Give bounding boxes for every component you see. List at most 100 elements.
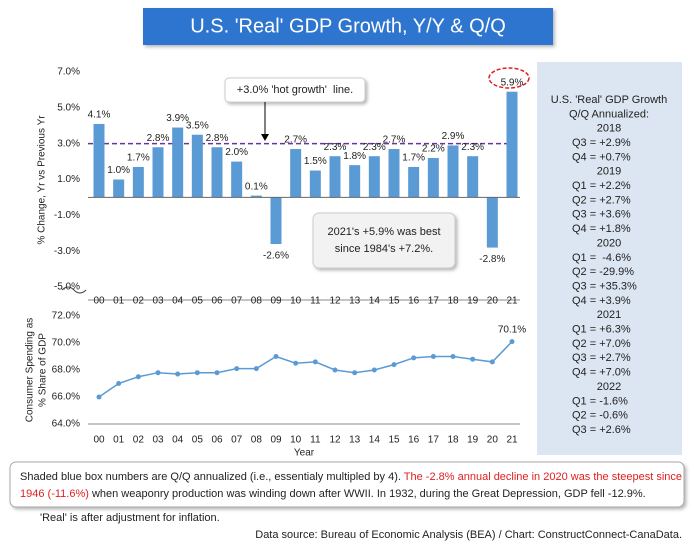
marker [509, 339, 515, 345]
bar [329, 156, 341, 198]
value-label: 1.7% [402, 153, 425, 164]
bar [368, 156, 380, 198]
notes-box [9, 461, 685, 508]
marker [293, 360, 299, 366]
value-label: 2.7% [284, 135, 307, 146]
x-tick-label: 07 [231, 296, 243, 307]
y-tick-label: 5.0% [57, 102, 80, 113]
annotation-box [312, 212, 456, 269]
x-tick-label: 01 [113, 296, 125, 307]
side-panel [537, 62, 682, 455]
bar [152, 147, 164, 198]
x-tick-label: 10 [290, 296, 302, 307]
x-tick-label: 13 [349, 296, 361, 307]
marker [489, 359, 495, 365]
chart-title: U.S. 'Real' GDP Growth, Y/Y & Q/Q [190, 15, 506, 37]
x-tick-label: 12 [329, 296, 341, 307]
bar [172, 127, 184, 198]
panel-line: Q1 = -4.6% [572, 252, 631, 264]
x-tick-label: 01 [113, 435, 125, 446]
marker [234, 366, 240, 372]
bar [349, 165, 361, 198]
marker [430, 354, 436, 359]
x-tick-label: 00 [93, 435, 105, 446]
marker [135, 374, 141, 380]
x-tick-label: 16 [408, 296, 420, 307]
panel-line: Q1 = +6.3% [572, 324, 631, 336]
value-label: 2.3% [363, 142, 386, 153]
panel-line: Q2 = +2.7% [572, 194, 631, 206]
panel-line: Q2 = -0.6% [572, 410, 628, 422]
x-tick-label: 07 [231, 435, 243, 446]
value-label: 4.1% [88, 110, 111, 121]
x-tick-label: 11 [310, 435, 321, 446]
bar [191, 134, 203, 198]
y-tick-label: 1.0% [57, 174, 80, 185]
y-tick-label: -1.0% [54, 210, 80, 221]
y-tick-label: -3.0% [54, 246, 80, 257]
source: Data source: Bureau of Economic Analysis… [255, 529, 682, 541]
x-tick-label: 09 [270, 435, 282, 446]
x-tick-label: 21 [506, 435, 518, 446]
x-tick-label: 03 [152, 296, 164, 307]
panel-line: Q1 = +2.2% [572, 180, 631, 192]
panel-line: Q4 = +0.7% [572, 151, 631, 163]
marker [371, 367, 377, 373]
marker [391, 362, 397, 368]
real-note: 'Real' is after adjustment for inflation… [40, 512, 220, 524]
bar [113, 179, 125, 198]
panel-line: Q3 = +35.3% [572, 280, 637, 292]
bar [388, 149, 400, 198]
value-label: -2.8% [479, 254, 505, 265]
annotation: 2021's +5.9% was best [327, 226, 440, 238]
highlight-ellipse [488, 67, 530, 89]
panel-year: 2022 [597, 381, 621, 393]
x-tick-label: 15 [388, 435, 400, 446]
line [98, 341, 513, 398]
x-tick-label: 08 [251, 435, 263, 446]
x-tick-label: 10 [290, 435, 302, 446]
value-label: 2.9% [442, 131, 465, 142]
x-tick-label: 02 [133, 435, 145, 446]
bar [211, 147, 223, 198]
x-tick-label: 08 [251, 296, 263, 307]
value-label: 5.9% [501, 77, 524, 88]
panel-year: 2019 [597, 166, 621, 178]
x-tick-label: 17 [428, 296, 440, 307]
marker [312, 359, 318, 365]
value-label: 2.8% [206, 133, 229, 144]
marker [175, 371, 181, 377]
marker [194, 370, 200, 376]
panel-line: Q4 = +3.9% [572, 295, 631, 307]
value-label: 3.5% [186, 120, 209, 131]
value-label: 70.1% [498, 324, 526, 335]
marker [450, 354, 456, 359]
y-tick-label: 64.0% [52, 419, 80, 430]
y-axis-label: % Change, Yr vs Previous Yr [37, 115, 48, 245]
value-label: 1.8% [343, 151, 366, 162]
marker [273, 354, 279, 359]
x-tick-label: 18 [447, 296, 459, 307]
marker [116, 381, 122, 386]
x-tick-label: 13 [349, 435, 361, 446]
value-label: 3.9% [166, 113, 189, 124]
bar [447, 145, 459, 198]
y-tick-label: 3.0% [57, 138, 80, 149]
note-line: Shaded blue box numbers are Q/Q annualiz… [20, 471, 682, 483]
x-tick-label: 15 [388, 296, 400, 307]
arrow-head [261, 134, 269, 141]
panel-title: Q/Q Annualized: [569, 108, 649, 120]
x-tick-label: 20 [487, 435, 499, 446]
y-tick-label: 68.0% [52, 365, 80, 376]
bar [250, 195, 262, 198]
note-text: when weaponry production was winding dow… [89, 488, 646, 500]
note-highlight: 1946 (-11.6%) [20, 488, 89, 500]
x-tick-label: 03 [152, 435, 164, 446]
marker [411, 355, 417, 361]
axis-break [61, 286, 87, 294]
marker [96, 394, 102, 400]
x-tick-label: 02 [133, 296, 145, 307]
y-axis-label: Consumer Spending as [25, 318, 36, 423]
marker [470, 356, 476, 362]
